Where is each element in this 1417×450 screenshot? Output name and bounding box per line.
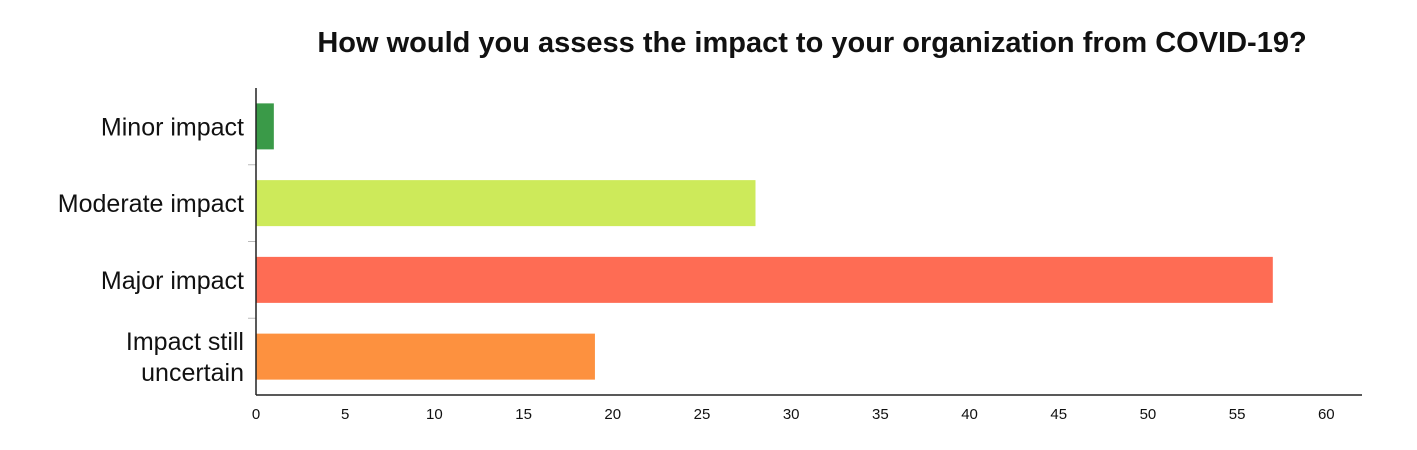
x-tick-label-15: 15 [515,406,532,423]
category-label-3: Impact still uncertain [126,328,244,387]
category-label-line: Minor impact [101,113,244,141]
category-label-line: Moderate impact [58,190,244,218]
category-label-0: Minor impact [101,113,244,141]
x-tick-label-40: 40 [961,406,978,423]
x-tick-label-45: 45 [1050,406,1067,423]
category-label-1: Moderate impact [58,190,244,218]
x-tick-label-0: 0 [252,406,260,423]
bar-3 [256,333,595,380]
x-tick-label-5: 5 [341,406,349,423]
x-tick-label-35: 35 [872,406,889,423]
x-tick-label-60: 60 [1318,406,1335,423]
x-tick-label-55: 55 [1229,406,1246,423]
y-axis-ticks [248,164,256,319]
chart-title: How would you assess the impact to your … [317,27,1306,59]
x-tick-label-50: 50 [1140,406,1157,423]
category-labels: Minor impact Moderate impact Major impact I… [58,113,244,387]
x-axis-tick-labels: 0 5 10 15 20 25 30 35 40 45 50 55 60 [252,406,1335,423]
x-tick-label-20: 20 [604,406,621,423]
x-tick-label-10: 10 [426,406,443,423]
bar-2 [256,256,1273,303]
bar-0 [256,103,274,150]
category-label-line: Major impact [101,267,244,295]
category-label-2: Major impact [101,267,244,295]
x-tick-label-30: 30 [783,406,800,423]
category-label-line: uncertain [141,359,244,387]
bar-1 [256,180,756,227]
x-tick-label-25: 25 [694,406,711,423]
bars-group [256,103,1273,380]
category-label-line: Impact still [126,328,244,356]
